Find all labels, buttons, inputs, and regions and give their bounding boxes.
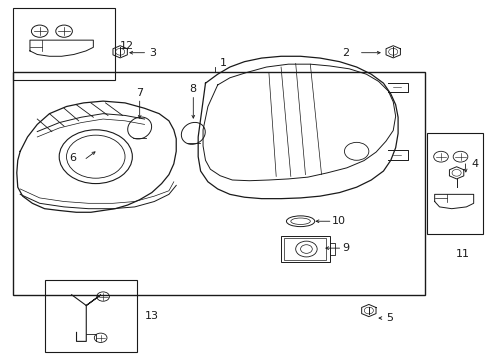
Text: 4: 4 [470,159,477,169]
Text: 12: 12 [120,41,134,50]
Text: 11: 11 [455,248,468,258]
Bar [44,280,137,352]
Text: 5: 5 [385,313,392,323]
Text: 13: 13 [144,311,158,321]
Bar [427,134,483,234]
Text: 10: 10 [331,216,346,226]
Bar [284,238,325,260]
Text: 3: 3 [149,48,156,58]
Text: 1: 1 [220,58,226,68]
Text: 2: 2 [342,48,348,58]
Text: 7: 7 [136,87,143,98]
Bar [13,8,115,80]
Bar [13,72,424,295]
Text: 6: 6 [69,153,76,163]
Bar [281,235,329,262]
Text: 8: 8 [189,84,197,94]
Text: 9: 9 [341,243,348,253]
